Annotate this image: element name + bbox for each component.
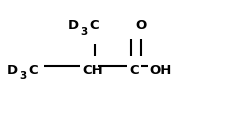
Text: D: D	[68, 19, 79, 32]
Text: C: C	[89, 19, 99, 32]
Text: C: C	[129, 64, 139, 77]
Text: OH: OH	[150, 64, 172, 77]
Text: 3: 3	[80, 27, 87, 37]
Text: C: C	[28, 64, 38, 77]
Text: 3: 3	[19, 71, 26, 81]
Text: D: D	[7, 64, 18, 77]
Text: O: O	[135, 19, 146, 32]
Text: CH: CH	[82, 64, 103, 77]
